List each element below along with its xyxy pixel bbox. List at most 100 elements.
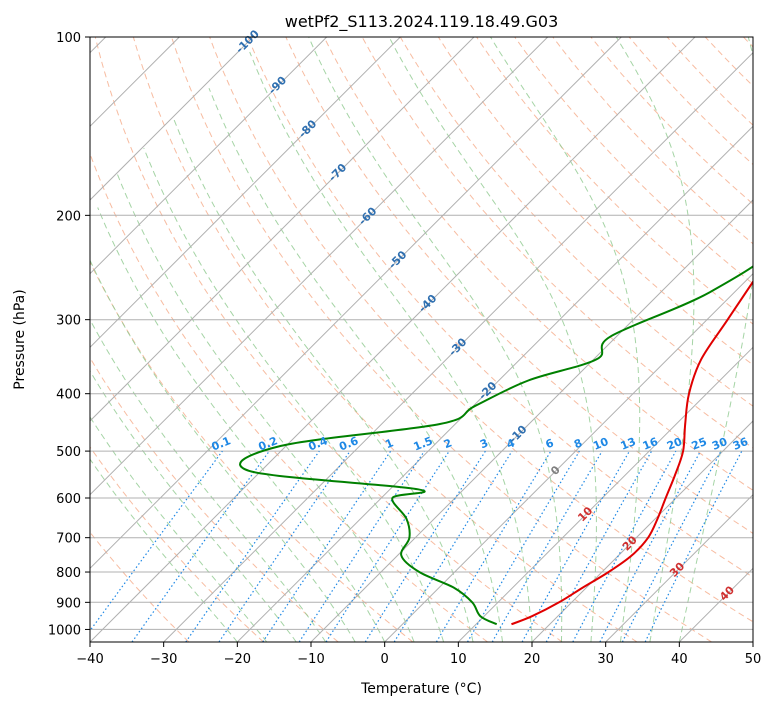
isotherm-line (90, 37, 328, 275)
dry-adiabat (90, 260, 414, 642)
dry-adiabat (628, 37, 753, 166)
chart-title: wetPf2_S113.2024.119.18.49.G03 (285, 12, 559, 32)
mixing-ratio-line (262, 450, 392, 642)
y-tick-label: 300 (56, 314, 81, 329)
dry-adiabat (323, 37, 753, 491)
mixing-ratio-label: 36 (731, 435, 750, 453)
mixing-ratio-line (131, 450, 270, 642)
moist-adiabat (173, 119, 474, 642)
mixing-ratio-line (218, 450, 351, 642)
isotherm-line (90, 37, 549, 496)
isotherm-line (90, 37, 696, 642)
isotherm-line (90, 37, 622, 570)
dry-adiabat (90, 446, 264, 642)
dry-adiabat (552, 37, 753, 245)
moist-adiabat (90, 370, 297, 642)
mixing-ratio-label: 30 (710, 435, 729, 453)
mixing-ratio-line (521, 450, 631, 642)
y-tick-label: 600 (56, 492, 81, 507)
y-tick-label: 500 (56, 445, 81, 460)
mixing-ratio-label: 25 (690, 435, 709, 453)
moist-adiabat (208, 88, 503, 642)
mixing-ratio-label: 1 (383, 436, 395, 451)
y-tick-label: 700 (56, 532, 81, 547)
isotherm-line (752, 641, 753, 642)
dry-adiabat (90, 531, 190, 642)
mixing-ratio-label: 3 (478, 436, 490, 451)
moist-adiabat (97, 207, 386, 642)
moist-adiabat (90, 259, 356, 642)
x-tick-label: 20 (524, 652, 541, 667)
moist-adiabat (308, 37, 563, 642)
dry-adiabat (171, 37, 712, 642)
mixing-ratio-line (298, 450, 425, 642)
mixing-ratio-label: 13 (619, 435, 638, 453)
mixing-ratio-label: 6 (544, 436, 556, 451)
moist-adiabat (388, 37, 597, 642)
isotherm-line (678, 567, 753, 642)
moist-adiabat (116, 173, 415, 642)
moist-adiabat (489, 37, 641, 642)
x-tick-label: 50 (745, 652, 762, 667)
dry-adiabat (361, 37, 753, 449)
mixing-ratio-line (435, 450, 552, 642)
mixing-ratio-line (545, 450, 653, 642)
mixing-ratio-label: 10 (591, 435, 610, 453)
isotherm-line (90, 37, 254, 201)
x-tick-label: −10 (297, 652, 324, 667)
mixing-ratio-line (466, 450, 580, 642)
mixing-ratio-line (185, 450, 320, 642)
isotherm-line (90, 37, 401, 349)
x-tick-label: −20 (224, 652, 251, 667)
isotherm-line (236, 125, 753, 642)
moist-adiabat (615, 37, 695, 642)
x-tick-label: −30 (150, 652, 177, 667)
dry-adiabat (94, 37, 563, 642)
y-axis-title: Pressure (hPa) (12, 289, 28, 389)
x-tick-label: 40 (671, 652, 688, 667)
moist-adiabat (90, 458, 238, 642)
isotherm-line (531, 420, 753, 642)
isotherm-line (457, 346, 753, 642)
dry-adiabat (399, 37, 753, 407)
mixing-ratio-line (325, 450, 450, 642)
dry-adiabat (209, 37, 753, 623)
dry-adiabat (743, 37, 753, 48)
y-tick-label: 900 (56, 596, 81, 611)
isotherm-line (310, 199, 753, 642)
moist-adiabat (249, 51, 533, 642)
mixing-ratio-label: 8 (572, 436, 584, 451)
dry-adiabat (90, 152, 488, 642)
dewpoint-profile-line (239, 265, 753, 626)
x-tick-label: 30 (597, 652, 614, 667)
x-tick-label: 10 (450, 652, 467, 667)
temperature-profile-line (511, 279, 753, 626)
isotherm-line (163, 51, 753, 642)
x-tick-label: −40 (76, 652, 103, 667)
mixing-ratio-line (644, 450, 743, 642)
mixing-ratio-label: 2 (442, 436, 454, 451)
mixing-ratio-line (572, 450, 677, 642)
mixing-ratio-line (599, 450, 702, 642)
y-tick-label: 100 (56, 31, 81, 46)
isotherm-label: -90 (266, 73, 289, 96)
dry-adiabat (247, 37, 753, 578)
dry-adiabat (437, 37, 753, 366)
isotherm-line (605, 493, 753, 642)
isotherm-line (90, 37, 475, 422)
dry-adiabat (666, 37, 753, 126)
y-tick-label: 800 (56, 566, 81, 581)
moist-adiabat (678, 37, 753, 642)
mixing-ratio-line (393, 450, 513, 642)
y-tick-label: 400 (56, 388, 81, 403)
isotherm-line (384, 272, 753, 642)
x-axis-title: Temperature (°C) (360, 681, 482, 697)
plot-frame (89, 36, 754, 643)
x-tick-label: 0 (381, 652, 389, 667)
y-tick-label: 200 (56, 209, 81, 224)
mixing-ratio-line (90, 450, 223, 632)
dry-adiabat (590, 37, 753, 205)
dry-adiabat (132, 37, 638, 642)
dry-adiabat (514, 37, 753, 285)
